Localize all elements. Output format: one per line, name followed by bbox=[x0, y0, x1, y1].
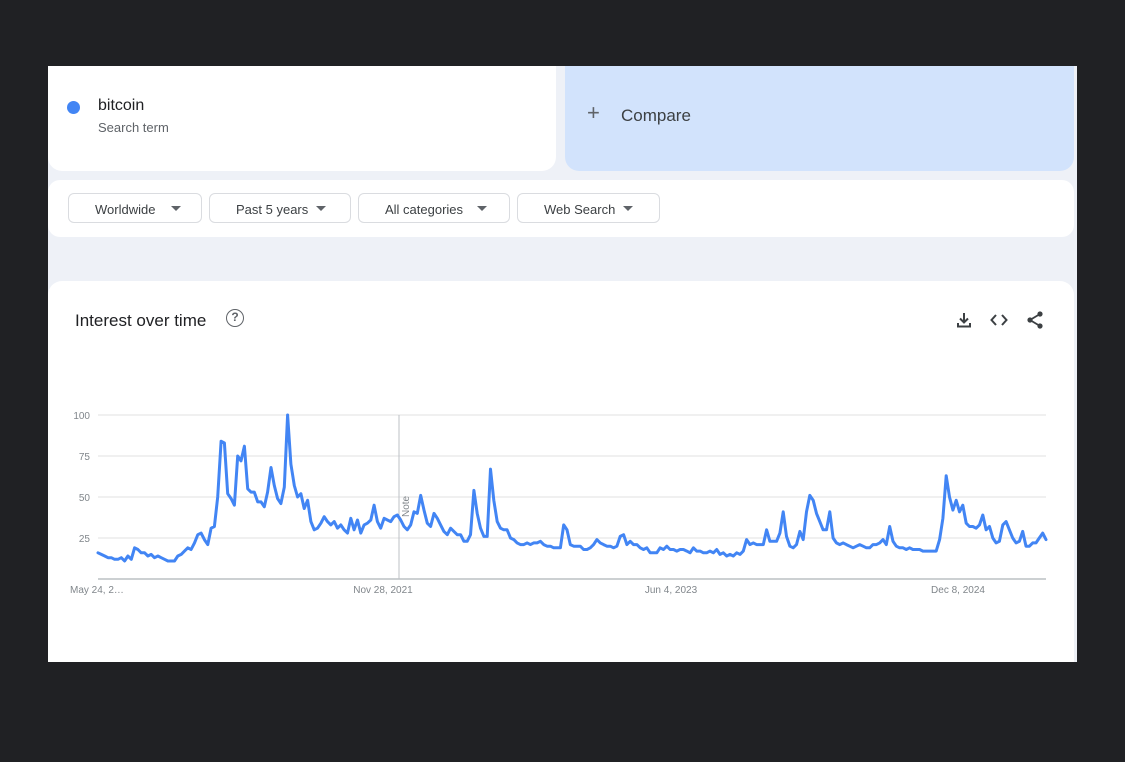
x-tick-label: Nov 28, 2021 bbox=[353, 585, 413, 596]
y-tick-label: 100 bbox=[73, 411, 90, 422]
x-tick-label: Jun 4, 2023 bbox=[645, 585, 698, 596]
y-tick-label: 50 bbox=[79, 493, 91, 504]
caret-down-icon bbox=[623, 206, 633, 211]
caret-down-icon bbox=[316, 206, 326, 211]
chart-title: Interest over time bbox=[75, 311, 207, 330]
series-line-bitcoin bbox=[96, 413, 1048, 563]
category-filter-label: All categories bbox=[385, 202, 464, 217]
search-term-name: bitcoin bbox=[98, 97, 145, 114]
compare-button[interactable]: + Compare bbox=[565, 66, 1074, 171]
search-term-subtitle: Search term bbox=[98, 120, 169, 135]
compare-label: Compare bbox=[621, 106, 691, 125]
region-filter[interactable]: Worldwide bbox=[68, 193, 202, 223]
search-type-filter[interactable]: Web Search bbox=[517, 193, 660, 223]
note-label[interactable]: Note bbox=[401, 495, 412, 517]
help-icon[interactable]: ? bbox=[226, 309, 244, 327]
filter-bar: Worldwide Past 5 years All categories We… bbox=[48, 180, 1074, 237]
download-icon[interactable] bbox=[954, 310, 974, 330]
x-tick-label: Dec 8, 2024 bbox=[931, 585, 985, 596]
time-range-filter[interactable]: Past 5 years bbox=[209, 193, 351, 223]
time-range-filter-label: Past 5 years bbox=[236, 202, 309, 217]
caret-down-icon bbox=[171, 206, 181, 211]
y-tick-label: 75 bbox=[79, 452, 91, 463]
series-color-dot bbox=[67, 101, 80, 114]
interest-over-time-card: Interest over time ? 25 50 75 100 May 24, 2… bbox=[48, 281, 1074, 662]
search-type-filter-label: Web Search bbox=[544, 202, 616, 217]
embed-icon[interactable] bbox=[989, 310, 1009, 330]
caret-down-icon bbox=[477, 206, 487, 211]
share-icon[interactable] bbox=[1025, 310, 1045, 330]
plus-icon: + bbox=[587, 100, 600, 125]
line-chart: 25 50 75 100 May 24, 2… Nov 28, 2021 Jun 4, 2… bbox=[70, 411, 1048, 596]
region-filter-label: Worldwide bbox=[95, 202, 156, 217]
y-tick-label: 25 bbox=[79, 534, 91, 545]
category-filter[interactable]: All categories bbox=[358, 193, 510, 223]
search-term-card[interactable]: bitcoin Search term bbox=[48, 66, 556, 171]
x-tick-label: May 24, 2… bbox=[70, 585, 124, 596]
trends-panel: bitcoin Search term + Compare Worldwide … bbox=[48, 66, 1077, 662]
